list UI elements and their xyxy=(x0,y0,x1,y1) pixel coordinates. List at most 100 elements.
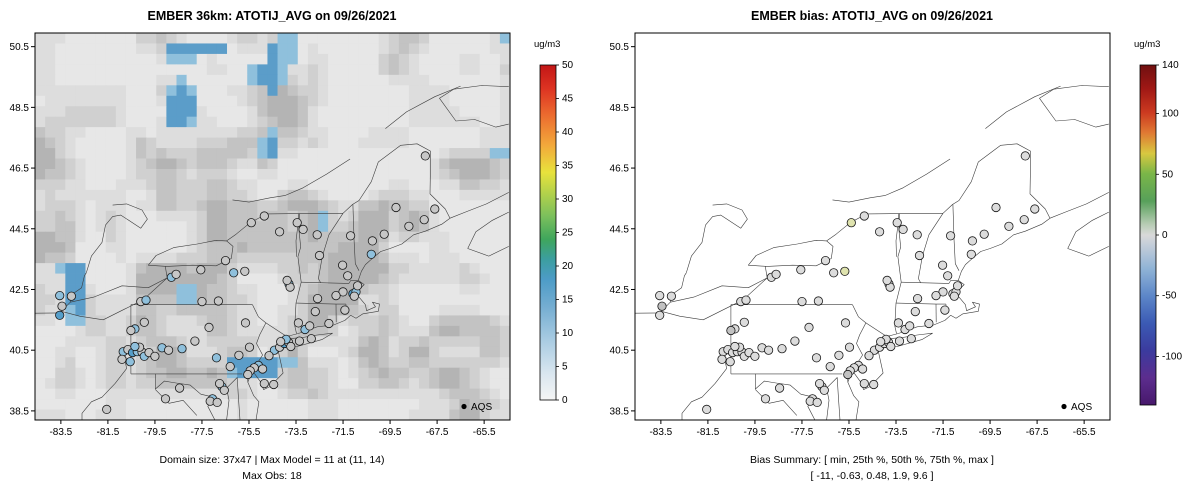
aqs-site-marker xyxy=(886,341,896,352)
aqs-site-marker xyxy=(1030,204,1040,214)
aqs-site-marker xyxy=(139,317,149,327)
aqs-site-marker xyxy=(967,236,977,246)
x-tick-label: -67.5 xyxy=(426,427,449,438)
panel-title-bias: EMBER bias: ATOTIJ_AVG on 09/26/2021 xyxy=(751,9,993,23)
aqs-site-marker xyxy=(829,268,839,278)
aqs-site-marker xyxy=(240,318,251,328)
colorbar-units-label: ug/m3 xyxy=(1134,39,1160,50)
aqs-site-marker xyxy=(379,229,389,239)
aqs-site-marker xyxy=(324,318,334,329)
aqs-legend-label: AQS xyxy=(471,402,492,413)
aqs-site-marker xyxy=(979,229,989,239)
aqs-site-marker xyxy=(777,344,787,354)
aqs-site-marker xyxy=(730,341,740,352)
y-tick-label: 50.5 xyxy=(10,42,30,53)
aqs-site-marker xyxy=(796,265,806,275)
aqs-site-marker xyxy=(349,291,359,301)
aqs-site-marker xyxy=(125,357,135,367)
aqs-site-marker xyxy=(177,344,187,354)
aqs-site-marker xyxy=(857,364,868,374)
panel-title-model: EMBER 36km: ATOTIJ_AVG on 09/26/2021 xyxy=(148,9,397,23)
colorbar-tick-label: 50 xyxy=(562,60,574,71)
colorbar-tick-label: -100 xyxy=(1162,351,1182,362)
aqs-site-marker xyxy=(310,306,320,317)
aqs-site-marker xyxy=(840,266,850,276)
colorbar-tick-label: 10 xyxy=(562,328,574,339)
colorbar-tick-label: 0 xyxy=(562,395,568,406)
aqs-site-marker xyxy=(340,305,350,315)
bias-map-plot: -83.5 -81.5 -79.5 -77.5 -75.5 -73.5 -71.5 -69.5… xyxy=(610,32,1111,438)
aqs-site-marker xyxy=(843,369,853,380)
x-tick-label: -81.5 xyxy=(696,427,719,438)
aqs-site-marker xyxy=(257,364,268,374)
aqs-site-marker xyxy=(150,351,160,361)
x-tick-label: -79.5 xyxy=(144,427,167,438)
aqs-site-marker xyxy=(196,265,206,275)
aqs-site-marker xyxy=(820,255,831,266)
colorbar-units-label: ug/m3 xyxy=(534,39,560,50)
aqs-site-marker xyxy=(811,353,822,363)
aqs-site-marker xyxy=(1019,215,1029,225)
aqs-site-marker xyxy=(352,281,363,291)
aqs-site-marker xyxy=(259,211,269,221)
x-tick-label: -77.5 xyxy=(191,427,214,438)
aqs-site-marker xyxy=(815,378,825,389)
aqs-site-marker xyxy=(717,354,727,364)
aqs-site-marker xyxy=(702,404,712,414)
colorbar-tick-label: 40 xyxy=(562,127,574,138)
aqs-site-marker xyxy=(931,290,941,301)
aqs-site-marker xyxy=(229,268,239,278)
caption-domain-size: Domain size: 37x47 | Max Model = 11 at (… xyxy=(160,454,385,466)
aqs-site-marker xyxy=(243,369,253,380)
bias-colorbar: 140 100 50 0 -50 -100 xyxy=(1139,60,1182,406)
aqs-site-marker xyxy=(244,342,255,352)
aqs-site-marker xyxy=(141,295,151,305)
aqs-site-marker xyxy=(882,275,892,285)
aqs-site-marker xyxy=(264,351,274,361)
aqs-site-marker xyxy=(305,321,315,331)
x-tick-label: -71.5 xyxy=(932,427,955,438)
aqs-site-marker xyxy=(204,322,214,332)
colorbar-tick-label: 35 xyxy=(562,161,574,172)
axes: -83.5 -81.5 -79.5 -77.5 -75.5 -73.5 -71.5 -69.5… xyxy=(610,32,1111,438)
aqs-site-marker xyxy=(160,394,171,404)
colorbar-tick-label: -50 xyxy=(1162,291,1177,302)
aqs-site-marker xyxy=(894,336,905,346)
x-tick-label: -65.5 xyxy=(1073,427,1096,438)
aqs-site-marker xyxy=(914,250,925,261)
aqs-site-marker xyxy=(197,296,207,307)
aqs-site-marker xyxy=(294,336,305,346)
x-tick-label: -73.5 xyxy=(285,427,308,438)
x-tick-label: -83.5 xyxy=(649,427,672,438)
aqs-site-marker xyxy=(430,204,440,214)
aqs-site-marker xyxy=(906,334,916,344)
aqs-site-marker xyxy=(312,230,322,240)
aqs-site-marker xyxy=(771,269,781,279)
colorbar-tick-label: 0 xyxy=(1162,230,1168,241)
aqs-site-marker xyxy=(190,336,200,346)
aqs-site-marker xyxy=(306,334,316,344)
aqs-site-marker xyxy=(892,218,902,228)
aqs-site-marker xyxy=(760,394,771,404)
aqs-site-marker xyxy=(117,354,127,364)
aqs-site-marker xyxy=(812,397,822,407)
colorbar-tick-label: 140 xyxy=(1162,60,1179,71)
colorbar-tick-label: 15 xyxy=(562,295,574,306)
x-tick-label: -75.5 xyxy=(238,427,261,438)
aqs-site-marker xyxy=(869,379,879,390)
aqs-site-marker xyxy=(171,269,181,279)
aqs-site-marker xyxy=(164,345,174,355)
aqs-site-marker xyxy=(846,218,856,228)
aqs-sites xyxy=(55,151,440,414)
aqs-site-marker xyxy=(655,310,665,320)
aqs-site-marker xyxy=(102,404,112,414)
aqs-site-marker xyxy=(220,255,231,266)
y-tick-label: 44.5 xyxy=(610,224,630,235)
aqs-site-marker xyxy=(864,351,874,361)
aqs-site-marker xyxy=(726,325,736,336)
model-raster xyxy=(35,33,510,420)
aqs-site-marker xyxy=(420,151,430,161)
aqs-site-marker xyxy=(657,301,667,311)
x-tick-label: -69.5 xyxy=(979,427,1002,438)
